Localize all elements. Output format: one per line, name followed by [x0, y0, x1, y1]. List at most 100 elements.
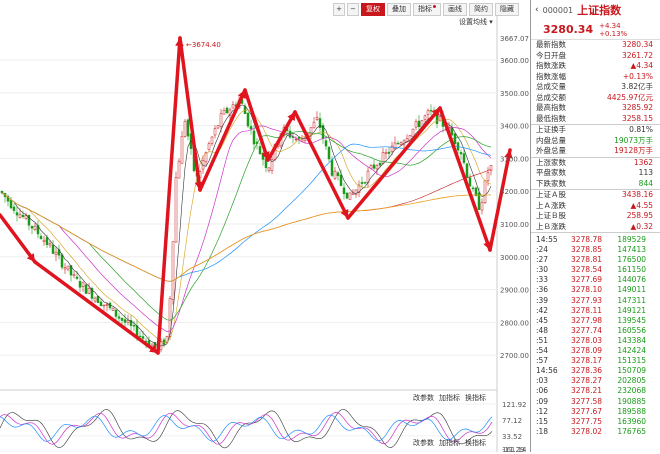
- ma-setting-link[interactable]: 设置均线 ▾: [459, 18, 493, 26]
- tick-time: :54: [536, 346, 549, 356]
- tick-row: 14:56 3278.36 150709: [531, 366, 660, 376]
- tick-price: 3278.85: [570, 245, 602, 255]
- stat-label: 内盘总量: [536, 135, 566, 145]
- osc-tick-label: 121.92: [502, 401, 527, 409]
- osc-tick-label: 77.12: [502, 417, 522, 425]
- kline-chart[interactable]: ←3674.40 3667.07 3600.00 3500.00 3400.00 330…: [0, 0, 530, 454]
- stat-row: 总成交额 4425.97亿元: [531, 93, 660, 104]
- candle-body: [249, 126, 253, 130]
- candle-body: [183, 120, 187, 137]
- candle-body: [201, 160, 205, 170]
- candle-body: [324, 140, 328, 147]
- price-row: 3280.34 +4.34 +0.13%: [531, 20, 660, 40]
- ma-line: [1, 143, 492, 282]
- candle-body: [129, 320, 133, 326]
- tick-time: :57: [536, 356, 549, 366]
- tick-time: :27: [536, 255, 549, 265]
- stat-label: 上证换手: [536, 125, 566, 134]
- candle-body: [54, 251, 58, 256]
- candle-body: [393, 142, 397, 150]
- tick-price: 3277.58: [570, 396, 602, 406]
- candle-body: [45, 237, 49, 245]
- candle-body: [168, 298, 172, 337]
- tick-row: :09 3277.58 190885: [531, 397, 660, 407]
- candle-body: [390, 145, 394, 152]
- price-tick-label: 3200.00: [500, 188, 529, 196]
- candle-body: [60, 254, 64, 268]
- candle-body: [303, 137, 307, 141]
- candle-body: [387, 151, 391, 154]
- tick-price: 3278.09: [570, 346, 602, 356]
- tick-price: 3277.75: [570, 416, 602, 426]
- candle-body: [180, 136, 184, 164]
- kline-chart-area[interactable]: ←3674.40 3667.07 3600.00 3500.00 3400.00 330…: [0, 0, 530, 454]
- candle-body: [75, 276, 79, 279]
- candle-body: [213, 128, 217, 136]
- tick-time: :24: [536, 245, 549, 255]
- candle-body: [309, 127, 313, 135]
- toolbar-button-5[interactable]: 简约: [469, 2, 493, 16]
- trend-arrows: ←3674.40: [0, 36, 513, 355]
- tick-time: :15: [536, 416, 549, 426]
- candle-body: [6, 196, 10, 202]
- candle-body: [114, 309, 118, 317]
- edit-params-link[interactable]: 改参数: [413, 439, 434, 447]
- stat-label: 上涨家数: [536, 157, 566, 167]
- tick-price: 3278.21: [570, 386, 602, 396]
- trend-arrow: [488, 148, 512, 252]
- candle-body: [138, 335, 142, 338]
- candle-body: [120, 317, 124, 321]
- toolbar-button-0[interactable]: +: [333, 2, 345, 16]
- candle-body: [315, 117, 319, 120]
- candle-body: [459, 152, 463, 155]
- stat-row: 下跌家数 844: [531, 179, 660, 190]
- toolbar-button-6[interactable]: 隐藏: [495, 2, 519, 16]
- candle-body: [345, 192, 349, 199]
- stat-value: 3261.72: [621, 50, 653, 60]
- stat-value: ▲4.34: [630, 61, 653, 70]
- new-dot-icon: [433, 5, 436, 8]
- candle-body: [225, 107, 229, 113]
- candle-body: [252, 130, 256, 145]
- toolbar-button-3[interactable]: 叠加: [387, 2, 411, 16]
- tick-list[interactable]: 14:55 3278.78 189529:24 3278.85 147413 :27 327…: [531, 235, 660, 437]
- toolbar-button-1[interactable]: −: [347, 2, 359, 16]
- tick-volume: 149011: [617, 285, 646, 295]
- candle-body: [426, 110, 430, 115]
- candle-body: [489, 165, 493, 171]
- price-tick-label: 3000.00: [500, 254, 529, 262]
- tick-volume: 147413: [617, 245, 646, 255]
- price-tick-label: 3400.00: [500, 123, 529, 131]
- candle-body: [471, 187, 475, 190]
- candle-body: [348, 192, 352, 200]
- candle-body: [378, 162, 382, 166]
- change-indicator-link[interactable]: 换指标: [465, 394, 486, 402]
- tick-time: 14:56: [536, 366, 558, 376]
- edit-params-link[interactable]: 改参数: [413, 394, 434, 402]
- prev-arrow-icon[interactable]: ‹: [535, 5, 539, 15]
- tick-row: 14:55 3278.78 189529: [531, 235, 660, 245]
- toolbar-button-2[interactable]: 复权: [361, 2, 385, 16]
- add-indicator-link[interactable]: 加指标: [439, 439, 460, 447]
- turnover-block: 上证换手 0.81% 内盘总量 19073万手 外盘总量 19128万手: [531, 125, 660, 157]
- stat-label: 外盘总量: [536, 146, 566, 155]
- tick-price: 3278.27: [570, 376, 602, 386]
- stat-label: 上Ｂ涨跌: [536, 221, 566, 231]
- toolbar-button-4[interactable]: 画线: [443, 2, 467, 16]
- candle-body: [141, 336, 145, 339]
- change-indicator-link[interactable]: 换指标: [465, 439, 486, 447]
- indicator-button[interactable]: 指标: [413, 2, 441, 16]
- tick-time: 14:55: [536, 235, 558, 244]
- tick-row: :42 3278.11 149121: [531, 306, 660, 316]
- chart-toolbar: + − 复权 叠加 指标 画线 简约 隐藏: [333, 2, 519, 16]
- candle-body: [51, 244, 55, 254]
- candle-body: [354, 189, 358, 195]
- arrow-head: [26, 253, 35, 262]
- stat-label: 最低指数: [536, 113, 566, 123]
- tick-row: :54 3278.09 142424: [531, 346, 660, 356]
- candle-body: [330, 159, 334, 176]
- tick-time: :18: [536, 426, 549, 436]
- add-indicator-link[interactable]: 加指标: [439, 394, 460, 402]
- candle-body: [9, 200, 13, 209]
- candle-body: [261, 152, 265, 160]
